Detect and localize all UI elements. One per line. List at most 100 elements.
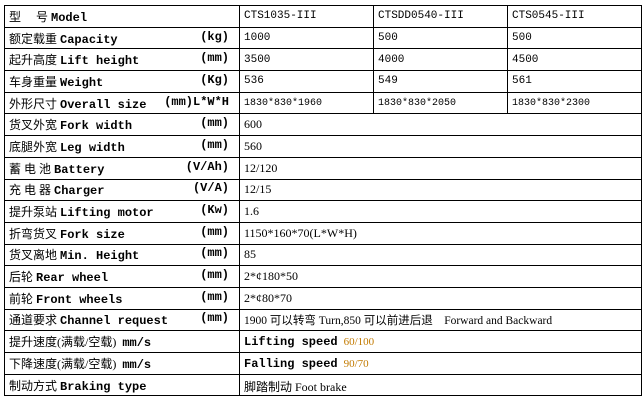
label-en: Leg width (60, 140, 125, 155)
label-cn: 型 号 (9, 9, 49, 24)
spec-value: 1900 可以转弯 Turn,850 可以前进后退 Forward and Ba… (239, 308, 642, 332)
label-cn: 提升泵站 (9, 205, 58, 220)
spec-value: 4500 (507, 48, 642, 72)
table-row: 货叉外宽 Fork width (mm) 600 (4, 113, 642, 137)
spec-value: 560 (239, 135, 642, 158)
unit: mm/s (122, 336, 152, 351)
label-cn: 蓄 电 池 (9, 161, 52, 176)
table-row: 通道要求 Channel request (mm) 1900 可以转弯 Turn,8… (4, 308, 642, 332)
label-cn: 充 电 器 (9, 183, 52, 198)
braking-value: 脚踏制动 Foot brake (239, 373, 642, 397)
row-label: 外形尺寸 Overall size (mm)L*W*H (4, 91, 240, 115)
spec-value: 12/120 (239, 156, 642, 180)
spec-value: 549 (373, 70, 508, 93)
label-cn: 通道要求 (9, 313, 58, 328)
table-row: 提升泵站 Lifting motor (Kw) 1.6 (4, 200, 642, 223)
table-row: 额定载重 Capacity (kg) 1000 500 500 (4, 26, 642, 50)
row-label: 提升速度(满载/空载) mm/s (4, 330, 240, 353)
table-row: 货叉离地 Min. Height (mm) 85 (4, 243, 642, 267)
spec-value: 536 (239, 70, 374, 93)
spec-value: 1150*160*70(L*W*H) (239, 221, 642, 245)
spec-value: 1000 (239, 26, 374, 50)
row-label: 折弯货叉 Fork size (mm) (4, 221, 240, 245)
spec-value: 2*¢180*50 (239, 265, 642, 288)
row-label: 底腿外宽 Leg width (mm) (4, 135, 240, 158)
spec-value: 561 (507, 70, 642, 93)
spec-value: 1830*830*2300 (507, 91, 642, 115)
spec-value: 12/15 (239, 178, 642, 202)
spec-value: 3500 (239, 48, 374, 72)
label-cn: 外形尺寸 (9, 96, 58, 111)
unit: (mm) (200, 137, 229, 152)
label-cn: 提升速度(满载/空载) (9, 335, 117, 350)
speed-value-cell: Lifting speed 60/100 (239, 330, 642, 353)
table-row: 底腿外宽 Leg width (mm) 560 (4, 135, 642, 158)
spec-value: 500 (373, 26, 508, 50)
unit: (Kg) (200, 72, 229, 87)
row-label: 充 电 器 Charger (V/A) (4, 178, 240, 202)
unit: mm/s (122, 357, 152, 372)
table-row: 充 电 器 Charger (V/A) 12/15 (4, 178, 642, 202)
unit: (mm) (200, 116, 229, 131)
spec-value: 2*¢80*70 (239, 286, 642, 310)
speed-value: 90/70 (343, 357, 369, 370)
spec-value: 85 (239, 243, 642, 267)
row-label: 后轮 Rear wheel (mm) (4, 265, 240, 288)
row-label: 通道要求 Channel request (mm) (4, 308, 240, 332)
unit: (V/A) (192, 181, 229, 196)
speed-value-cell: Falling speed 90/70 (239, 352, 642, 375)
row-label: 下降速度(满载/空载) mm/s (4, 352, 240, 375)
label-en: Fork width (60, 119, 133, 134)
row-label: 制动方式 Braking type (4, 373, 240, 397)
label-cn: 下降速度(满载/空载) (9, 356, 117, 371)
label-cn: 货叉离地 (9, 248, 58, 263)
spec-value: 1830*830*1960 (239, 91, 374, 115)
label-en: Model (51, 10, 88, 25)
unit: (kg) (200, 29, 229, 44)
row-label: 额定载重 Capacity (kg) (4, 26, 240, 50)
label-en: Fork size (60, 227, 125, 242)
spec-value: 1.6 (239, 200, 642, 223)
spec-value: 1830*830*2050 (373, 91, 508, 115)
speed-value: 60/100 (343, 336, 375, 349)
label-cn: 折弯货叉 (9, 226, 58, 241)
label-cn: 底腿外宽 (9, 139, 58, 154)
unit: (mm)L*W*H (164, 94, 229, 109)
spec-value: 4000 (373, 48, 508, 72)
model-label: 型 号 Model (4, 5, 240, 28)
speed-label: Falling speed (244, 356, 338, 371)
unit: (mm) (200, 224, 229, 239)
table-row: 起升高度 Lift height (mm) 3500 4000 4500 (4, 48, 642, 72)
model-name: CTS1035-III (239, 5, 374, 28)
label-en: Overall size (60, 97, 147, 112)
unit: (mm) (200, 311, 229, 326)
label-cn: 前轮 (9, 291, 34, 306)
label-en: Braking type (60, 379, 147, 394)
speed-label: Lifting speed (244, 335, 338, 350)
row-label: 蓄 电 池 Battery (V/Ah) (4, 156, 240, 180)
unit: (mm) (200, 289, 229, 304)
table-row: 后轮 Rear wheel (mm) 2*¢180*50 (4, 265, 642, 288)
label-cn: 起升高度 (9, 53, 58, 68)
row-label: 车身重量 Weight (Kg) (4, 70, 240, 93)
label-en: Lifting motor (60, 206, 154, 221)
label-en: Channel request (60, 314, 169, 329)
label-cn: 后轮 (9, 270, 34, 285)
label-cn: 额定载重 (9, 31, 58, 46)
unit: (mm) (200, 51, 229, 66)
row-label: 提升泵站 Lifting motor (Kw) (4, 200, 240, 223)
unit: (mm) (200, 268, 229, 283)
row-label: 起升高度 Lift height (mm) (4, 48, 240, 72)
label-cn: 车身重量 (9, 74, 58, 89)
unit: (Kw) (200, 203, 229, 218)
table-row: 车身重量 Weight (Kg) 536 549 561 (4, 70, 642, 93)
table-row: 外形尺寸 Overall size (mm)L*W*H 1830*830*1960 1… (4, 91, 642, 115)
label-en: Capacity (60, 32, 118, 47)
speed-row: 提升速度(满载/空载) mm/s Lifting speed 60/100 (4, 330, 642, 353)
row-label: 货叉外宽 Fork width (mm) (4, 113, 240, 137)
speed-row: 下降速度(满载/空载) mm/s Falling speed 90/70 (4, 352, 642, 375)
label-en: Battery (54, 162, 105, 177)
label-en: Front wheels (36, 292, 123, 307)
table-row: 折弯货叉 Fork size (mm) 1150*160*70(L*W*H) (4, 221, 642, 245)
label-en: Rear wheel (36, 271, 109, 286)
